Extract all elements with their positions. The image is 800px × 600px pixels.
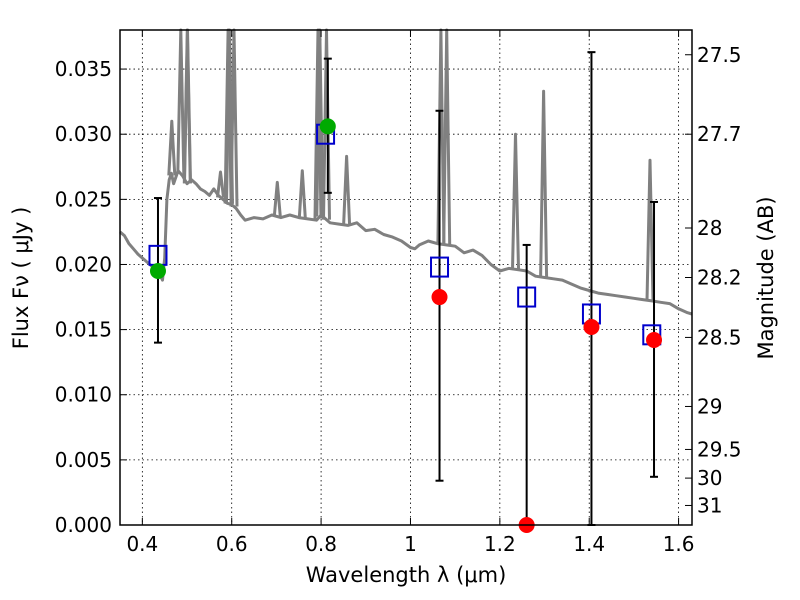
- x-tick-label: 0.6: [216, 532, 248, 556]
- observed-flux-point: [583, 319, 600, 335]
- emission-line-spike: [167, 119, 177, 176]
- x-tick-label: 0.8: [305, 532, 337, 556]
- emission-line-spike: [176, 28, 186, 174]
- observed-flux-point: [431, 289, 448, 306]
- emission-line-spike: [342, 154, 352, 226]
- magnitude-tick-label: 29.5: [697, 437, 742, 461]
- x-tick-label: 1.4: [573, 532, 605, 556]
- y-tick-label: 0.005: [55, 448, 112, 472]
- magnitude-tick-label: 28: [697, 216, 722, 240]
- x-tick-label: 1.6: [663, 532, 695, 556]
- model-flux-square: [517, 286, 537, 308]
- x-tick-label: 0.4: [126, 532, 158, 556]
- y-tick-label: 0.015: [55, 318, 112, 342]
- y-axis-ticks: 0.000 0.005 0.010 0.015 0.020 0.025 0.030 0.035: [55, 57, 127, 537]
- observed-flux-point: [319, 118, 336, 135]
- magnitude-tick-label: 28.5: [697, 325, 742, 349]
- observed-flux-point: [149, 262, 166, 279]
- magnitude-tick-label: 27.5: [697, 43, 742, 67]
- y-tick-label: 0.025: [55, 187, 112, 211]
- y-tick-label: 0.000: [55, 513, 112, 537]
- grid-lines: [120, 30, 692, 526]
- x-tick-label: 1.2: [484, 532, 516, 556]
- model-flux-square: [430, 256, 450, 278]
- emission-line-spike: [229, 28, 239, 207]
- magnitude-axis-label: Magnitude (AB): [754, 196, 778, 359]
- y-axis-label: Flux Fν ( μJy ): [9, 207, 33, 350]
- model-spectrum: [119, 28, 693, 316]
- y-tick-label: 0.035: [55, 57, 112, 81]
- y-tick-label: 0.010: [55, 383, 112, 407]
- emission-line-spike: [645, 158, 655, 301]
- y-tick-label: 0.030: [55, 122, 112, 146]
- observed-flux-point: [646, 332, 663, 349]
- emission-line-spike: [511, 132, 520, 270]
- magnitude-tick-label: 28.2: [697, 266, 742, 290]
- model-continuum-line: [119, 169, 693, 316]
- x-tick-label: 1: [404, 532, 417, 556]
- magnitude-axis-ticks: 27.5 27.7 28 28.2 28.5 29 29.5 30 31: [685, 43, 742, 517]
- magnitude-tick-label: 27.7: [697, 122, 742, 146]
- magnitude-tick-label: 30: [697, 466, 722, 490]
- x-axis-label: Wavelength λ (μm): [306, 563, 507, 587]
- emission-line-spike: [272, 180, 282, 217]
- emission-line-spike: [297, 169, 307, 219]
- x-axis-ticks: 0.4 0.6 0.8 1 1.2 1.4 1.6: [126, 30, 695, 556]
- magnitude-tick-label: 31: [697, 493, 722, 517]
- emission-line-spike: [216, 170, 225, 198]
- emission-line-spike: [539, 89, 549, 278]
- y-tick-label: 0.020: [55, 252, 112, 276]
- plot-frame: [119, 29, 693, 526]
- magnitude-tick-label: 29: [697, 394, 722, 418]
- emission-line-spike: [442, 28, 452, 246]
